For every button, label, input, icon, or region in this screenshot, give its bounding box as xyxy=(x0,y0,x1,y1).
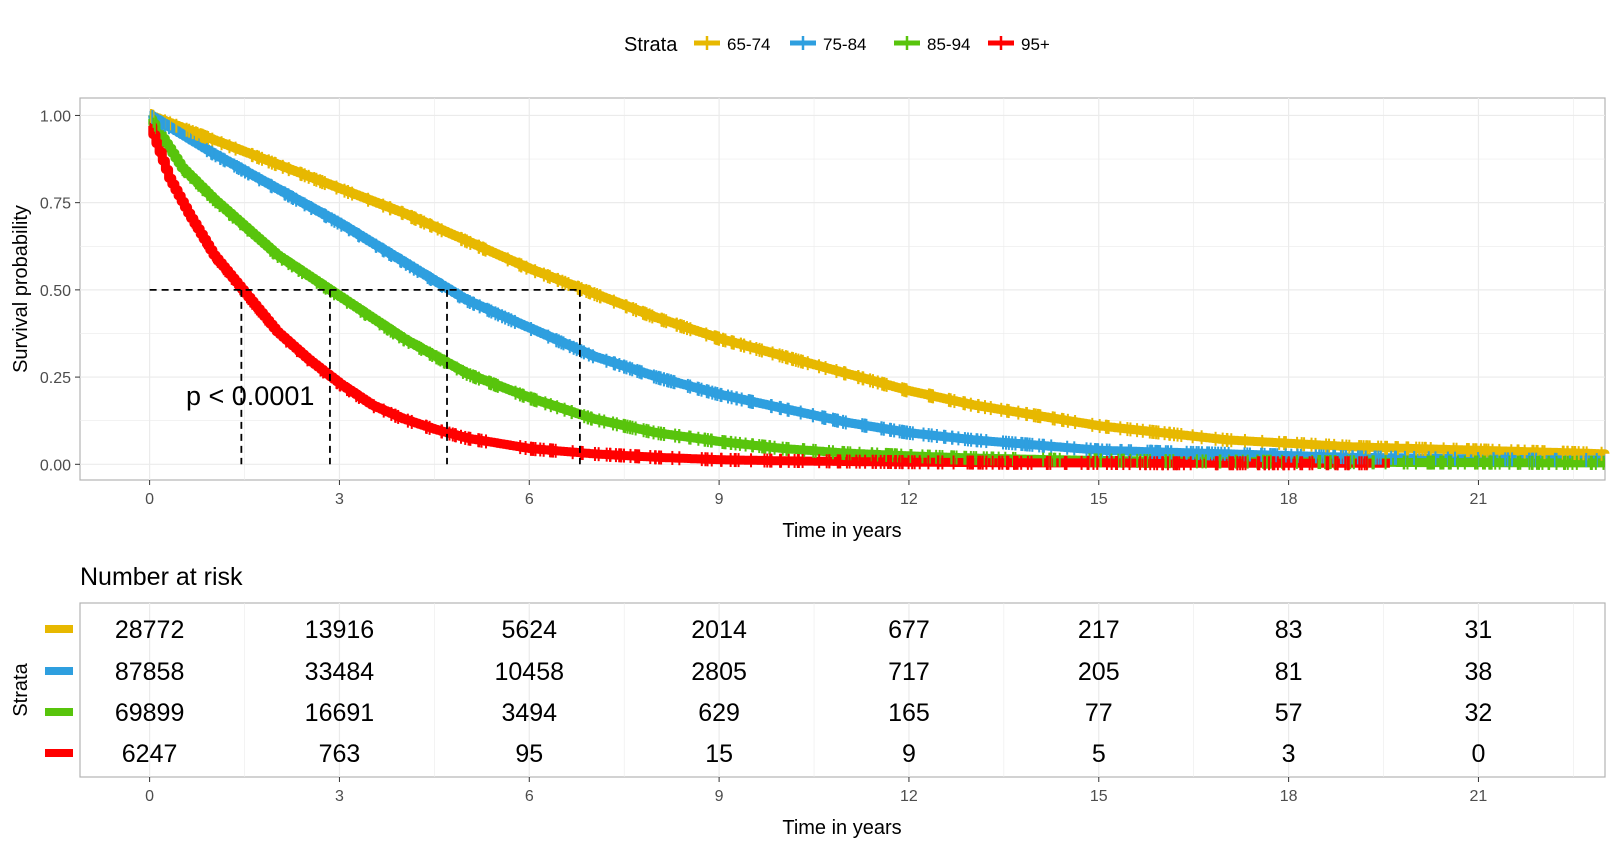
risk-table: Number at risk 28772 13916 5624 2014 677 217 8… xyxy=(10,563,1606,839)
x-tick-label: 15 xyxy=(1090,491,1108,508)
risk-cell: 0 xyxy=(1471,740,1485,768)
risk-cell: 629 xyxy=(698,699,740,727)
risk-cell: 69899 xyxy=(115,699,185,727)
x-tick-label: 21 xyxy=(1470,491,1488,508)
risk-cell: 15 xyxy=(705,740,733,768)
risk-table-panel xyxy=(79,602,1606,778)
survival-plot: 0.00 0.25 0.50 0.75 1.00 0 3 6 9 12 15 18 21 p < 0.… xyxy=(10,97,1610,542)
y-ticks: 0.00 0.25 0.50 0.75 1.00 xyxy=(40,108,80,474)
risk-x-ticks: 0 3 6 9 12 15 18 21 xyxy=(145,777,1487,805)
legend-label-75-84: 75-84 xyxy=(823,35,866,54)
risk-cell: 677 xyxy=(888,616,930,644)
risk-cell: 83 xyxy=(1275,616,1303,644)
x-tick-label: 18 xyxy=(1280,491,1298,508)
risk-x-tick-label: 0 xyxy=(145,788,154,805)
y-tick-label: 0.75 xyxy=(40,196,71,213)
risk-cell: 95 xyxy=(515,740,543,768)
risk-cell: 2805 xyxy=(691,658,747,686)
p-value-annotation: p < 0.0001 xyxy=(186,381,314,411)
risk-cell: 33484 xyxy=(305,658,375,686)
y-tick-label: 1.00 xyxy=(40,108,71,125)
y-tick-label: 0.25 xyxy=(40,370,71,387)
risk-cell: 57 xyxy=(1275,699,1303,727)
legend: Strata 65-74 75-84 85-94 95+ xyxy=(624,34,1050,56)
risk-cell: 165 xyxy=(888,699,930,727)
legend-label-85-94: 85-94 xyxy=(927,35,970,54)
risk-cell: 2014 xyxy=(691,616,747,644)
risk-x-tick-label: 12 xyxy=(900,788,918,805)
risk-cell: 717 xyxy=(888,658,930,686)
risk-x-axis-label: Time in years xyxy=(782,817,901,839)
risk-cell: 9 xyxy=(902,740,916,768)
risk-cell: 5 xyxy=(1092,740,1106,768)
x-tick-label: 9 xyxy=(715,491,724,508)
risk-cell: 28772 xyxy=(115,616,185,644)
censor-marks xyxy=(150,108,1605,471)
risk-cell: 13916 xyxy=(305,616,375,644)
x-tick-label: 12 xyxy=(900,491,918,508)
median-lines xyxy=(149,288,581,465)
risk-cell: 3 xyxy=(1282,740,1296,768)
risk-cell: 32 xyxy=(1465,699,1493,727)
risk-cell: 31 xyxy=(1465,616,1493,644)
risk-x-tick-label: 18 xyxy=(1280,788,1298,805)
risk-cell: 77 xyxy=(1085,699,1113,727)
x-tick-label: 0 xyxy=(145,491,154,508)
risk-cell: 205 xyxy=(1078,658,1120,686)
risk-x-tick-label: 6 xyxy=(525,788,534,805)
risk-cell: 81 xyxy=(1275,658,1303,686)
risk-rows: 28772 13916 5624 2014 677 217 83 31 87858 33484 10… xyxy=(45,616,1492,768)
risk-x-tick-label: 15 xyxy=(1090,788,1108,805)
risk-cell: 10458 xyxy=(495,658,565,686)
risk-cell: 6247 xyxy=(122,740,178,768)
risk-cell: 763 xyxy=(319,740,361,768)
risk-grid xyxy=(149,603,1574,777)
legend-title: Strata xyxy=(624,34,678,56)
legend-items: 65-74 75-84 85-94 95+ xyxy=(694,35,1050,54)
risk-cell: 16691 xyxy=(305,699,375,727)
risk-cell: 3494 xyxy=(501,699,557,727)
x-tick-label: 3 xyxy=(335,491,344,508)
risk-x-tick-label: 21 xyxy=(1470,788,1488,805)
risk-y-axis-label: Strata xyxy=(10,662,32,716)
risk-table-title: Number at risk xyxy=(80,563,243,591)
x-ticks: 0 3 6 9 12 15 18 21 xyxy=(145,480,1487,508)
y-tick-label: 0.50 xyxy=(40,283,71,300)
risk-cell: 38 xyxy=(1465,658,1493,686)
risk-cell: 217 xyxy=(1078,616,1120,644)
risk-x-tick-label: 9 xyxy=(715,788,724,805)
y-tick-label: 0.00 xyxy=(40,457,71,474)
legend-label-95+: 95+ xyxy=(1021,35,1050,54)
legend-label-65-74: 65-74 xyxy=(727,35,770,54)
risk-cell: 5624 xyxy=(501,616,557,644)
risk-x-tick-label: 3 xyxy=(335,788,344,805)
risk-cell: 87858 xyxy=(115,658,185,686)
y-axis-label: Survival probability xyxy=(10,205,32,373)
x-axis-label: Time in years xyxy=(782,520,901,542)
x-tick-label: 6 xyxy=(525,491,534,508)
